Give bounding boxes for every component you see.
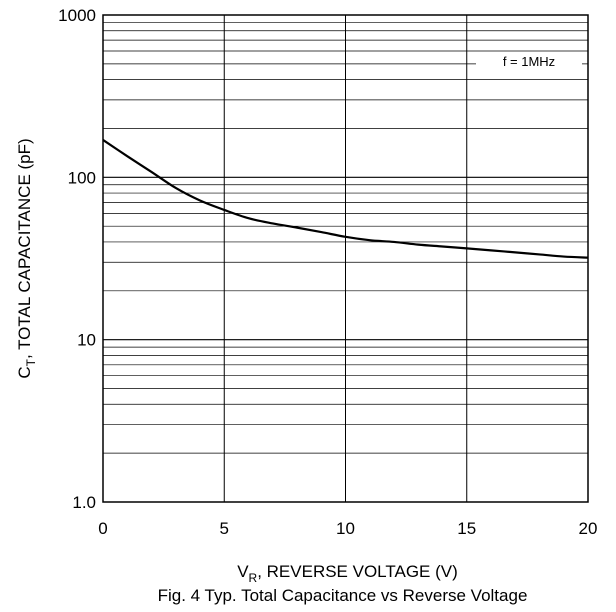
x-axis-title-rest: , REVERSE VOLTAGE (V)	[257, 562, 458, 581]
plot-frame	[102, 14, 589, 503]
grid	[103, 15, 588, 502]
x-tick-label: 15	[457, 519, 476, 538]
y-tick-label: 10	[77, 331, 96, 350]
series-line	[102, 139, 589, 259]
x-tick-label: 0	[98, 519, 107, 538]
x-axis-title-main: V	[237, 562, 249, 581]
y-tick-label: 100	[68, 168, 96, 187]
y-axis-title-main: C	[15, 366, 34, 378]
annotation: f = 1MHz	[476, 52, 582, 72]
x-axis-title-sub: R	[249, 571, 258, 585]
x-tick-label: 20	[579, 519, 598, 538]
y-tick-labels: 1.0 10 100 1000	[58, 6, 96, 512]
y-axis-title-sub: T	[24, 358, 38, 366]
y-axis-title: CT, TOTAL CAPACITANCE (pF)	[15, 138, 38, 378]
figure-caption: Fig. 4 Typ. Total Capacitance vs Reverse…	[158, 586, 528, 605]
y-tick-label: 1000	[58, 6, 96, 25]
x-axis-title: VR, REVERSE VOLTAGE (V)	[237, 562, 458, 585]
annotation-text: f = 1MHz	[503, 54, 555, 69]
y-axis-title-rest: , TOTAL CAPACITANCE (pF)	[15, 138, 34, 359]
x-tick-label: 5	[220, 519, 229, 538]
x-tick-label: 10	[336, 519, 355, 538]
x-tick-labels: 0 5 10 15 20	[98, 519, 597, 538]
y-tick-label: 1.0	[72, 493, 96, 512]
